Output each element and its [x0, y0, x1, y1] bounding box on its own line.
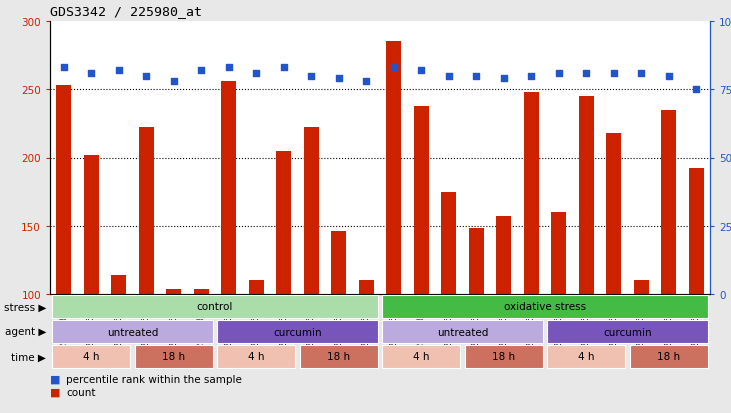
Point	[498, 76, 510, 83]
Text: 18 h: 18 h	[162, 351, 186, 362]
Text: agent ▶: agent ▶	[4, 327, 46, 337]
Bar	[83, 155, 99, 294]
Bar	[217, 345, 295, 368]
Point	[58, 65, 69, 71]
Text: curcumin: curcumin	[273, 327, 322, 337]
Bar	[382, 320, 543, 343]
Bar	[548, 345, 625, 368]
Point	[140, 73, 152, 80]
Bar	[52, 345, 130, 368]
Bar	[661, 110, 676, 294]
Point	[86, 70, 97, 77]
Bar	[579, 97, 594, 294]
Point	[471, 73, 482, 80]
Text: curcumin: curcumin	[603, 327, 652, 337]
Text: ■: ■	[50, 387, 61, 397]
Bar	[629, 345, 708, 368]
Bar	[56, 86, 72, 294]
Point	[415, 68, 427, 74]
Point	[690, 87, 702, 93]
Point	[360, 78, 372, 85]
Text: 4 h: 4 h	[248, 351, 265, 362]
Bar	[221, 82, 236, 294]
Text: 18 h: 18 h	[327, 351, 350, 362]
Text: 18 h: 18 h	[492, 351, 515, 362]
Bar	[135, 345, 213, 368]
Bar	[276, 151, 292, 294]
Point	[168, 78, 180, 85]
Point	[526, 73, 537, 80]
Point	[635, 70, 647, 77]
Bar	[382, 296, 708, 318]
Point	[663, 73, 675, 80]
Text: 4 h: 4 h	[413, 351, 430, 362]
Bar	[606, 134, 621, 294]
Bar	[465, 345, 543, 368]
Bar	[469, 229, 484, 294]
Bar	[300, 345, 378, 368]
Text: percentile rank within the sample: percentile rank within the sample	[66, 374, 242, 384]
Point	[553, 70, 564, 77]
Bar	[249, 281, 264, 294]
Bar	[386, 43, 401, 294]
Text: 4 h: 4 h	[578, 351, 594, 362]
Text: control: control	[197, 302, 233, 312]
Text: untreated: untreated	[107, 327, 158, 337]
Point	[223, 65, 235, 71]
Text: untreated: untreated	[437, 327, 488, 337]
Point	[195, 68, 207, 74]
Bar	[414, 107, 429, 294]
Bar	[52, 296, 378, 318]
Point	[333, 76, 344, 83]
Bar	[139, 128, 154, 294]
Bar	[551, 213, 567, 294]
Point	[113, 68, 124, 74]
Bar	[52, 320, 213, 343]
Bar	[523, 93, 539, 294]
Text: 4 h: 4 h	[83, 351, 99, 362]
Point	[608, 70, 620, 77]
Bar	[442, 192, 456, 294]
Bar	[331, 232, 346, 294]
Text: time ▶: time ▶	[11, 351, 46, 362]
Bar	[359, 281, 374, 294]
Text: stress ▶: stress ▶	[4, 302, 46, 312]
Text: 18 h: 18 h	[657, 351, 681, 362]
Point	[443, 73, 455, 80]
Bar	[194, 289, 209, 294]
Text: count: count	[66, 387, 96, 397]
Text: oxidative stress: oxidative stress	[504, 302, 586, 312]
Bar	[382, 345, 461, 368]
Bar	[166, 289, 181, 294]
Bar	[689, 169, 704, 294]
Point	[278, 65, 289, 71]
Bar	[111, 275, 126, 294]
Point	[251, 70, 262, 77]
Bar	[303, 128, 319, 294]
Bar	[634, 281, 649, 294]
Point	[306, 73, 317, 80]
Point	[388, 65, 400, 71]
Point	[580, 70, 592, 77]
Bar	[496, 217, 511, 294]
Text: ■: ■	[50, 374, 61, 384]
Bar	[217, 320, 378, 343]
Text: GDS3342 / 225980_at: GDS3342 / 225980_at	[50, 5, 202, 18]
Bar	[548, 320, 708, 343]
